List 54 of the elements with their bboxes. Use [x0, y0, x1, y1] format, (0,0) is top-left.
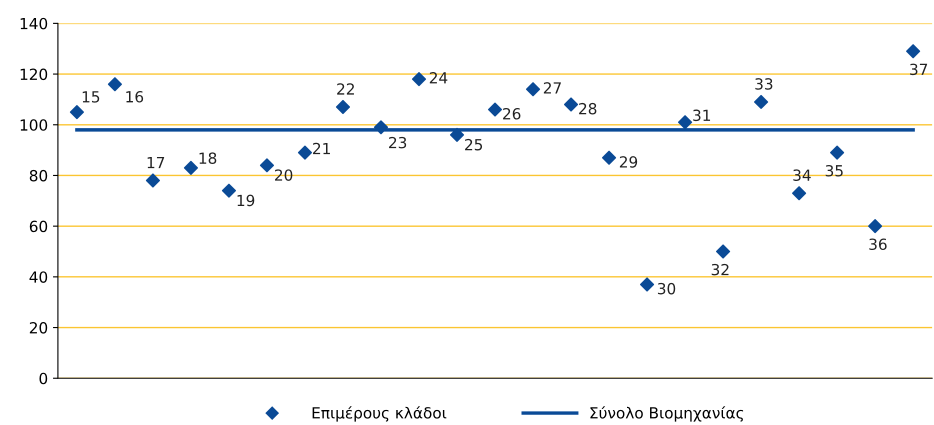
point	[488, 102, 502, 117]
point	[678, 115, 692, 130]
annotation: 17	[148, 156, 164, 168]
legend-label: Επιμέρους κλάδοι	[312, 406, 446, 422]
point	[830, 146, 844, 160]
annotation: 29	[620, 156, 638, 168]
point	[70, 105, 84, 120]
annotation: 28	[579, 102, 596, 114]
point	[450, 128, 464, 142]
annotation: 19	[238, 194, 254, 206]
annotation: 26	[503, 108, 520, 120]
annotation: 35	[826, 164, 843, 177]
y-tick-label: 100	[20, 119, 48, 131]
y-tick-label: 120	[20, 68, 48, 80]
annotation: 22	[337, 83, 354, 95]
annotation: 31	[693, 110, 710, 122]
annotation: 27	[544, 82, 561, 94]
y-tick-label: 20	[30, 322, 48, 334]
y-tick-label: 40	[29, 271, 48, 283]
point	[222, 184, 236, 198]
annotation: 37	[910, 64, 928, 76]
annotation: 30	[658, 282, 676, 294]
point	[146, 173, 160, 188]
point	[374, 120, 388, 134]
point	[868, 219, 882, 234]
point	[564, 97, 578, 112]
point	[602, 150, 616, 165]
annotation: 21	[313, 142, 330, 154]
annotation: 15	[82, 91, 100, 103]
point	[336, 100, 350, 114]
annotation: 23	[389, 136, 406, 148]
point	[412, 72, 426, 86]
point	[906, 44, 920, 58]
annotation: 16	[126, 90, 144, 103]
annotation: 36	[869, 238, 887, 250]
annotation: 18	[200, 152, 216, 164]
y-tick-label: 140	[20, 18, 48, 30]
point	[640, 277, 654, 292]
point	[108, 77, 122, 92]
point	[260, 158, 274, 172]
point	[184, 160, 198, 175]
annotation: 24	[430, 72, 448, 84]
y-tick-label: 80	[30, 170, 48, 182]
point	[754, 94, 768, 110]
annotation: 32	[712, 264, 728, 276]
point	[298, 146, 312, 160]
y-tick-label: 60	[30, 220, 48, 232]
point	[526, 82, 540, 96]
annotation: 33	[755, 78, 772, 90]
y-tick-label: 0	[39, 372, 48, 384]
legend-label: Σύνολο Βιομηχανίας	[590, 406, 744, 422]
point	[716, 244, 730, 259]
point	[792, 186, 806, 200]
annotation: 25	[465, 138, 482, 150]
